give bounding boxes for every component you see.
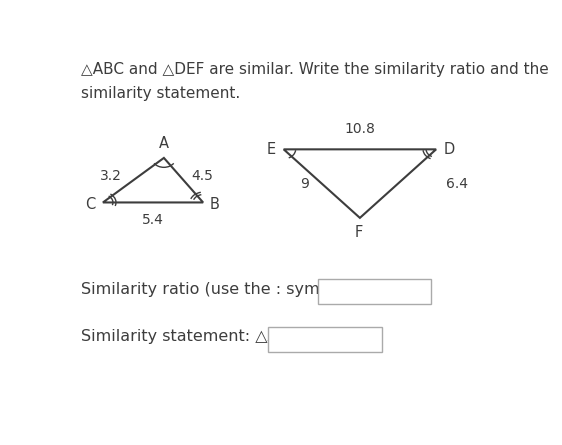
Text: Similarity statement: △ABC ~ △: Similarity statement: △ABC ~ △: [81, 328, 337, 344]
Text: 9: 9: [300, 177, 309, 190]
Text: △ABC and △DEF are similar. Write the similarity ratio and the: △ABC and △DEF are similar. Write the sim…: [81, 62, 549, 77]
Text: A: A: [159, 136, 169, 151]
FancyBboxPatch shape: [318, 279, 431, 303]
Text: 4.5: 4.5: [191, 169, 213, 183]
Text: C: C: [85, 197, 96, 212]
Text: F: F: [355, 226, 363, 240]
FancyBboxPatch shape: [269, 327, 382, 352]
Text: 5.4: 5.4: [142, 213, 164, 227]
Text: E: E: [267, 142, 276, 157]
Text: 3.2: 3.2: [100, 169, 121, 183]
Text: D: D: [443, 142, 455, 157]
Text: B: B: [210, 197, 220, 212]
Text: similarity statement.: similarity statement.: [81, 86, 241, 101]
Text: 10.8: 10.8: [345, 121, 375, 136]
Text: 6.4: 6.4: [446, 177, 468, 190]
Text: Similarity ratio (use the : symbol):: Similarity ratio (use the : symbol):: [81, 282, 356, 297]
